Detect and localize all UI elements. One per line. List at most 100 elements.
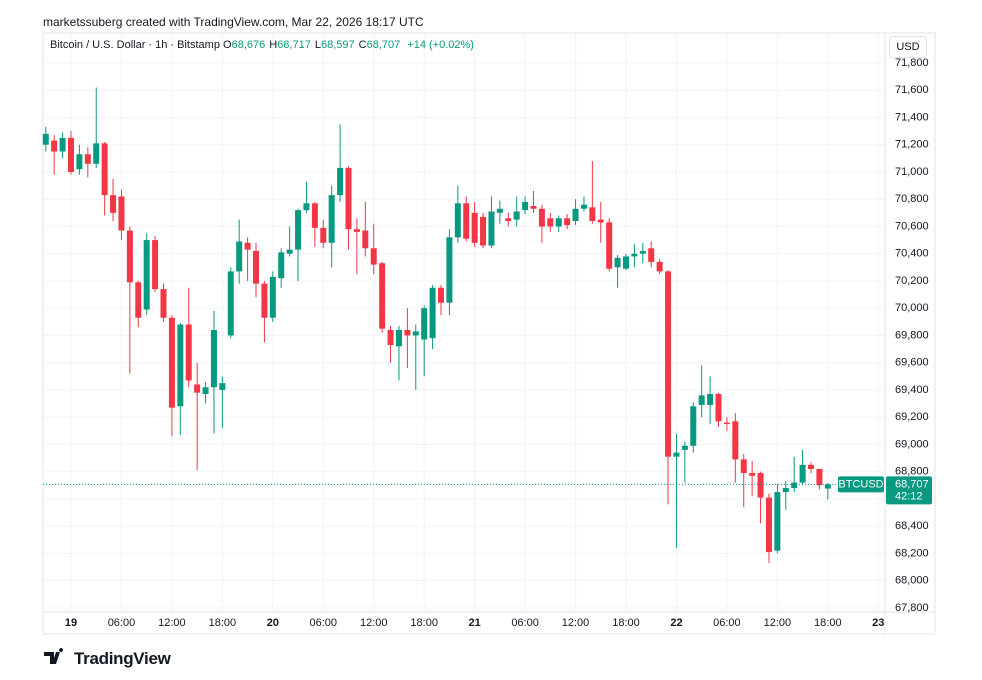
candle-body <box>42 133 49 145</box>
y-tick-label: 68,400 <box>895 520 929 532</box>
x-tick-label: 18:00 <box>209 617 237 629</box>
candle-body <box>774 492 781 551</box>
candle-body <box>446 237 453 303</box>
candle-body <box>68 137 75 172</box>
candle-body <box>227 271 234 336</box>
y-tick-label: 70,200 <box>895 275 929 287</box>
y-tick-label: 70,600 <box>895 220 929 232</box>
x-tick-label: 21 <box>469 617 481 629</box>
candle-body <box>194 384 201 393</box>
candle-body <box>152 240 159 290</box>
ohlc-key: L <box>314 39 321 51</box>
x-tick-label: 20 <box>267 617 279 629</box>
y-tick-label: 71,000 <box>895 166 929 178</box>
candle-body <box>757 473 764 498</box>
candle-body <box>101 143 108 196</box>
candle-body <box>421 308 428 340</box>
candle-body <box>379 263 386 329</box>
candle-body <box>168 317 175 408</box>
y-tick-label: 71,600 <box>895 84 929 96</box>
candle-body <box>715 394 722 422</box>
candle-body <box>530 206 537 209</box>
price-tag <box>886 476 932 505</box>
credit: marketssuberg created with TradingView.c… <box>43 15 424 29</box>
candle-body <box>253 250 260 284</box>
x-tick-label: 06:00 <box>108 617 136 629</box>
candle-body <box>244 242 251 250</box>
candle-body <box>463 203 470 239</box>
ohlc-value: 68,707 <box>366 39 401 51</box>
change: +14 (+0.02%) <box>407 39 474 51</box>
countdown-text: 42:12 <box>895 490 923 502</box>
candle-body <box>765 497 772 553</box>
candle-body <box>816 468 823 486</box>
candle-body <box>555 218 562 227</box>
candle-body <box>454 203 461 238</box>
grid <box>43 33 885 612</box>
candle-body <box>210 329 217 388</box>
candle-body <box>808 464 815 469</box>
x-tick-label: 06:00 <box>511 617 539 629</box>
candle-body <box>345 167 352 230</box>
ohlc-values: O68,676 H68,717 L68,597 C68,707 <box>223 39 404 51</box>
candle-body <box>824 484 831 489</box>
candle-body <box>269 276 276 318</box>
legend-title: Bitcoin / U.S. Dollar · 1h · Bitstamp <box>50 39 220 51</box>
candle-body <box>799 464 806 483</box>
candle-body <box>572 208 579 222</box>
candle-body <box>723 422 730 424</box>
candle-body <box>681 445 688 450</box>
y-tick-label: 67,800 <box>895 602 929 614</box>
y-tick-label: 69,400 <box>895 384 929 396</box>
candle-body <box>59 137 66 152</box>
y-tick-label: 71,800 <box>895 57 929 69</box>
candle-body <box>320 227 327 243</box>
symbol-tag <box>838 476 884 493</box>
candle-body <box>51 140 58 152</box>
y-tick-label: 70,400 <box>895 248 929 260</box>
candle-body <box>522 201 529 211</box>
x-tick-label: 12:00 <box>562 617 590 629</box>
candle-body <box>303 203 310 211</box>
candle-body <box>135 282 142 318</box>
candle-body <box>631 253 638 257</box>
x-tick-label: 23 <box>872 617 884 629</box>
candle-body <box>395 329 402 347</box>
candle-body <box>219 383 226 390</box>
x-tick-label: 18:00 <box>814 617 842 629</box>
candle-body <box>404 329 411 336</box>
candle-body <box>76 154 83 170</box>
currency-button[interactable]: USD <box>889 36 927 58</box>
candle-body <box>370 248 377 265</box>
candle-body <box>513 211 520 220</box>
candle-body <box>496 208 503 213</box>
ohlc-value: 68,717 <box>277 39 311 51</box>
candle-body <box>488 211 495 246</box>
x-tick-label: 06:00 <box>310 617 338 629</box>
x-tick-label: 18:00 <box>410 617 438 629</box>
logo-text: TradingView <box>74 649 171 668</box>
candle-body <box>623 256 630 269</box>
x-tick-label: 06:00 <box>713 617 741 629</box>
candle-body <box>387 329 394 345</box>
x-tick-label: 22 <box>670 617 682 629</box>
candle-body <box>639 250 646 254</box>
candle-body <box>580 204 587 209</box>
ohlc-value: 68,597 <box>320 39 355 51</box>
candle-body <box>749 473 756 476</box>
y-tick-label: 71,200 <box>895 139 929 151</box>
y-tick-label: 69,800 <box>895 329 929 341</box>
candle-body <box>362 230 369 249</box>
candle-body <box>261 283 268 318</box>
candle-body <box>606 222 613 269</box>
candle-body <box>328 195 335 243</box>
price-tag-text: 68,707 <box>895 478 929 490</box>
candle-body <box>160 289 167 318</box>
candle-body <box>438 287 445 303</box>
y-tick-label: 68,200 <box>895 547 929 559</box>
ohlc-value: 68,676 <box>231 39 266 51</box>
candle-body <box>84 154 91 164</box>
candle-body <box>185 324 192 381</box>
candle-body <box>118 196 125 231</box>
candle-body <box>782 488 789 493</box>
